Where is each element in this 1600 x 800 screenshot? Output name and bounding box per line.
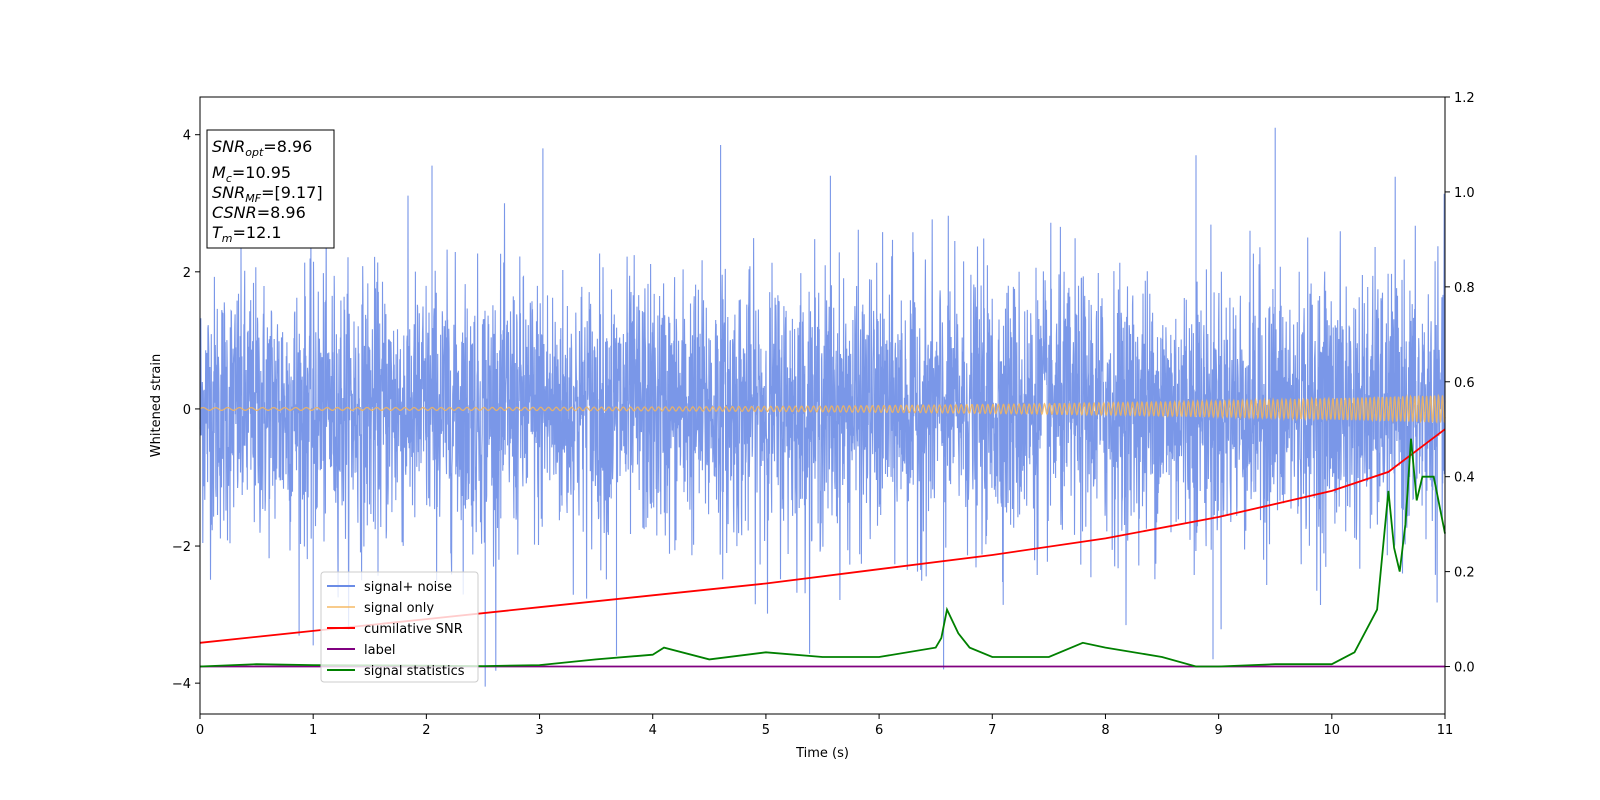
info-line: SNRMF=[9.17] (212, 183, 323, 205)
x-tick-label: 11 (1437, 723, 1454, 738)
y-tick-label: 0 (183, 403, 191, 418)
x-tick-label: 5 (762, 723, 770, 738)
x-tick-label: 7 (988, 723, 996, 738)
legend: signal+ noise signal only cumilative SNR la… (320, 571, 479, 683)
y2-tick-label: 0.8 (1454, 281, 1475, 296)
y-tick-label: −4 (172, 677, 191, 692)
x-tick-label: 8 (1101, 723, 1109, 738)
signal-noise-line (199, 127, 1446, 687)
legend-frame (320, 571, 479, 683)
info-line: Mc=10.95 (212, 163, 291, 185)
legend-label: signal only (364, 601, 434, 616)
x-tick-label: 4 (649, 723, 657, 738)
axes-layer: 0 1 2 3 4 5 6 7 8 9 10 11 −4 −2 0 2 4 0.0 0.2 0.4 0.6 0.8 1.0 1… (172, 91, 1475, 738)
x-tick-label: 3 (535, 723, 543, 738)
y2-tick-label: 1.0 (1454, 186, 1475, 201)
info-line: CSNR=8.96 (212, 203, 306, 222)
x-tick-label: 6 (875, 723, 883, 738)
info-line: Tm=12.1 (212, 223, 282, 245)
legend-label: label (364, 643, 395, 658)
signal-only-line (199, 393, 1446, 424)
legend-label: cumilative SNR (364, 622, 463, 637)
y2-tick-label: 1.2 (1454, 91, 1475, 106)
y2-tick-label: 0.0 (1454, 661, 1475, 676)
y-axis-label: Whitened strain (149, 354, 164, 457)
y-tick-label: −2 (172, 540, 191, 555)
noise-series-layer (199, 127, 1446, 687)
x-tick-label: 1 (309, 723, 317, 738)
signal-series-layer (199, 393, 1446, 424)
legend-label: signal statistics (364, 664, 465, 679)
plot-frame (199, 96, 1446, 715)
legend-label: signal+ noise (364, 580, 452, 595)
y-tick-label: 2 (183, 266, 191, 281)
info-line: SNRopt=8.96 (212, 137, 312, 159)
signal-statistics-line (199, 438, 1446, 668)
info-box-frame (206, 129, 335, 249)
y2-tick-label: 0.4 (1454, 471, 1475, 486)
y2-tick-label: 0.6 (1454, 376, 1475, 391)
info-box: SNRopt=8.96 Mc=10.95SNRMF=[9.17]CSNR=8.96… (206, 129, 335, 249)
x-tick-label: 10 (1324, 723, 1341, 738)
x-axis-label: Time (s) (795, 746, 849, 761)
x-tick-label: 9 (1214, 723, 1222, 738)
y2-tick-label: 0.2 (1454, 566, 1475, 581)
y-tick-label: 4 (183, 129, 191, 144)
x-tick-label: 2 (422, 723, 430, 738)
x-tick-label: 0 (196, 723, 204, 738)
